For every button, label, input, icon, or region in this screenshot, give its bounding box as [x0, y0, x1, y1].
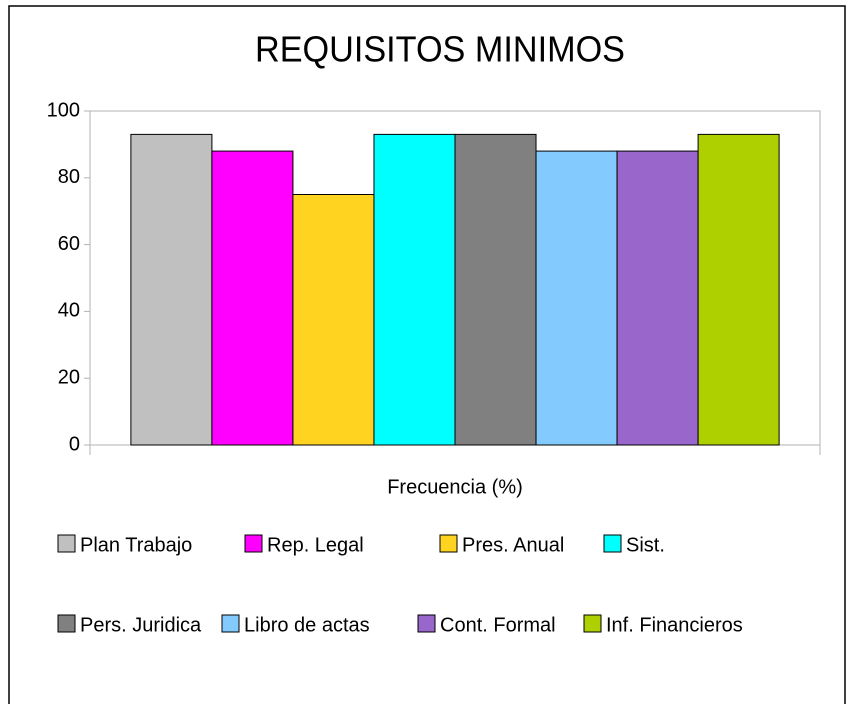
legend-swatch — [603, 534, 622, 553]
legend-label: Plan Trabajo — [80, 534, 192, 556]
bar — [616, 150, 699, 446]
legend-label: Sist. — [626, 534, 665, 556]
legend-swatch — [417, 614, 436, 633]
bar — [697, 133, 780, 446]
bar — [292, 194, 375, 446]
frame — [8, 5, 846, 704]
legend-label: Pres. Anual — [462, 534, 564, 556]
legend-label: Pers. Juridica — [80, 614, 202, 636]
y-tick-label: 0 — [69, 433, 80, 455]
y-tick-label: 100 — [47, 99, 80, 121]
bar — [535, 150, 618, 446]
legend-swatch — [583, 614, 602, 633]
x-tick-label: Frecuencia (%) — [387, 476, 523, 498]
legend-label: Libro de actas — [244, 614, 370, 636]
chart-title: REQUISITOS MINIMOS — [255, 29, 625, 70]
bar — [211, 150, 294, 446]
bar — [130, 133, 213, 446]
legend-swatch — [57, 614, 76, 633]
legend-label: Rep. Legal — [267, 534, 364, 556]
y-tick-label: 20 — [58, 366, 80, 388]
legend-swatch — [439, 534, 458, 553]
legend-label: Inf. Financieros — [606, 614, 743, 636]
legend-swatch — [244, 534, 263, 553]
bar — [373, 133, 456, 446]
legend-swatch — [221, 614, 240, 633]
y-tick-label: 80 — [58, 166, 80, 188]
legend-swatch — [57, 534, 76, 553]
y-tick-label: 60 — [58, 233, 80, 255]
legend-label: Cont. Formal — [440, 614, 556, 636]
bar — [454, 133, 537, 446]
y-tick-label: 40 — [58, 300, 80, 322]
